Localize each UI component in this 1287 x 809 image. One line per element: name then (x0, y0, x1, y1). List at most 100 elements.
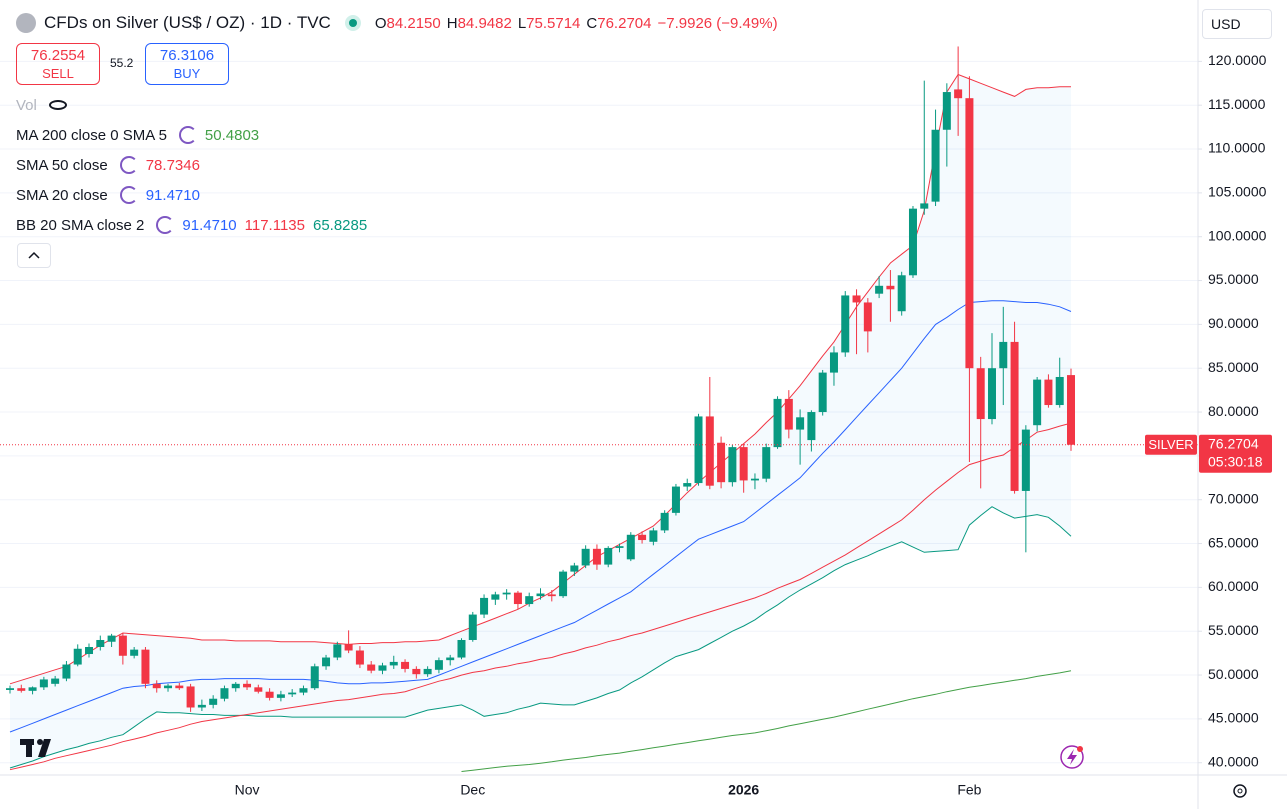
candle-body (164, 685, 173, 689)
candle-body (717, 442, 726, 483)
x-tick-label: Dec (460, 782, 485, 798)
legend-name: MA 200 close 0 SMA 5 (16, 126, 167, 144)
y-tick-label: 70.0000 (1208, 490, 1259, 506)
y-tick-label: 45.0000 (1208, 710, 1259, 726)
legend-item[interactable]: MA 200 close 0 SMA 5 50.4803 (16, 124, 259, 146)
buy-button[interactable]: 76.3106 BUY (145, 43, 229, 85)
x-tick-label: Feb (957, 782, 981, 798)
candle-body (457, 639, 466, 658)
candle-body (118, 635, 127, 656)
legend-item[interactable]: SMA 20 close 91.4710 (16, 184, 200, 206)
symbol-tag (1145, 434, 1197, 455)
candle-body (807, 412, 816, 441)
candle-body (1055, 376, 1064, 406)
candle-body (863, 302, 872, 332)
candle-body (604, 547, 613, 565)
candle-body (17, 688, 26, 691)
ohlc-value: 84.9482 (457, 14, 512, 32)
currency: USD (1211, 16, 1241, 32)
symbol-icon (16, 13, 36, 33)
candle-body (818, 372, 827, 413)
x-tick-label: 2026 (728, 782, 759, 798)
candle-body (965, 98, 974, 369)
legend-icon[interactable] (178, 126, 197, 144)
candle-body (276, 694, 285, 698)
candle-body (592, 548, 601, 565)
vol-legend[interactable]: Vol (16, 94, 67, 116)
candle-body (762, 447, 771, 479)
candle-body (773, 398, 782, 448)
candle-body (671, 486, 680, 513)
candle-body (999, 341, 1008, 369)
candle-body (130, 649, 139, 656)
candle-body (1067, 375, 1075, 445)
candle-body (152, 683, 161, 689)
legend-value: 91.4710 (145, 186, 200, 204)
sell-label: SELL (42, 66, 74, 81)
currency-select[interactable]: USD (1202, 9, 1272, 39)
candle-body (209, 698, 218, 705)
y-tick-label: 100.0000 (1208, 227, 1267, 243)
symbol-title[interactable]: CFDs on Silver (US$ / OZ) · 1D · TVC (44, 13, 331, 32)
candle-body (243, 683, 252, 688)
vol-label: Vol (16, 96, 37, 114)
legend-icon[interactable] (119, 156, 138, 174)
y-tick-label: 85.0000 (1208, 359, 1259, 375)
candle-body (875, 285, 884, 294)
band-fill (10, 74, 1071, 768)
legend-item[interactable]: SMA 50 close 78.7346 (16, 154, 200, 176)
ohlc-value: 84.2150 (386, 14, 441, 32)
candle-body (62, 664, 71, 679)
y-tick-label: 50.0000 (1208, 666, 1259, 682)
spread: 55.2 (110, 56, 134, 70)
legend-item[interactable]: BB 20 SMA close 2 91.4710 117.1135 65.82… (16, 214, 367, 236)
candle-body (39, 679, 48, 688)
y-tick-label: 120.0000 (1208, 52, 1267, 68)
candle-body (401, 661, 410, 669)
candle-body (705, 416, 714, 486)
market-status[interactable] (344, 15, 361, 31)
candle-body (683, 483, 692, 487)
candle-body (367, 664, 376, 671)
legend-icon[interactable] (156, 216, 175, 234)
candle-body (355, 650, 364, 665)
candle-body (525, 596, 534, 605)
y-tick-label: 60.0000 (1208, 578, 1259, 594)
candle-body (547, 594, 556, 597)
candle-body (750, 478, 759, 481)
candle-body (615, 546, 624, 548)
candle-body (378, 665, 387, 671)
candle-body (502, 592, 511, 595)
candle-body (85, 647, 94, 655)
indicator-line (9, 422, 1072, 771)
candle-body (299, 688, 308, 693)
candle-body (231, 683, 240, 689)
candle-body (559, 571, 568, 597)
candle-body (649, 530, 658, 542)
legend-value: 78.7346 (145, 156, 200, 174)
legend-name: SMA 20 close (16, 186, 108, 204)
bolt-icon[interactable] (1060, 745, 1084, 769)
candle-body (220, 688, 229, 699)
sell-button[interactable]: 76.2554 SELL (16, 43, 100, 85)
candle-body (480, 597, 489, 615)
y-tick-label: 105.0000 (1208, 184, 1267, 200)
collapse-button[interactable] (17, 243, 51, 268)
legend-icon[interactable] (119, 186, 138, 204)
candle-body (254, 687, 263, 692)
candle-body (784, 398, 793, 430)
sell-price: 76.2554 (30, 47, 86, 64)
candle-body (175, 685, 184, 689)
candle-body (107, 635, 116, 642)
candle-body (513, 592, 522, 605)
candle-body (852, 295, 861, 303)
countdown: 05:30:18 (1208, 453, 1263, 469)
y-tick-label: 80.0000 (1208, 403, 1259, 419)
ohlc: O 84.2150 H 84.9482 L 75.5714 C 76.2704 −7.9… (375, 15, 784, 32)
eye-icon[interactable] (48, 100, 67, 110)
candle-body (796, 417, 805, 430)
candle-body (28, 687, 37, 691)
y-tick-label: 40.0000 (1208, 753, 1259, 769)
settings-icon[interactable] (1233, 784, 1247, 798)
y-tick-label: 55.0000 (1208, 622, 1259, 638)
